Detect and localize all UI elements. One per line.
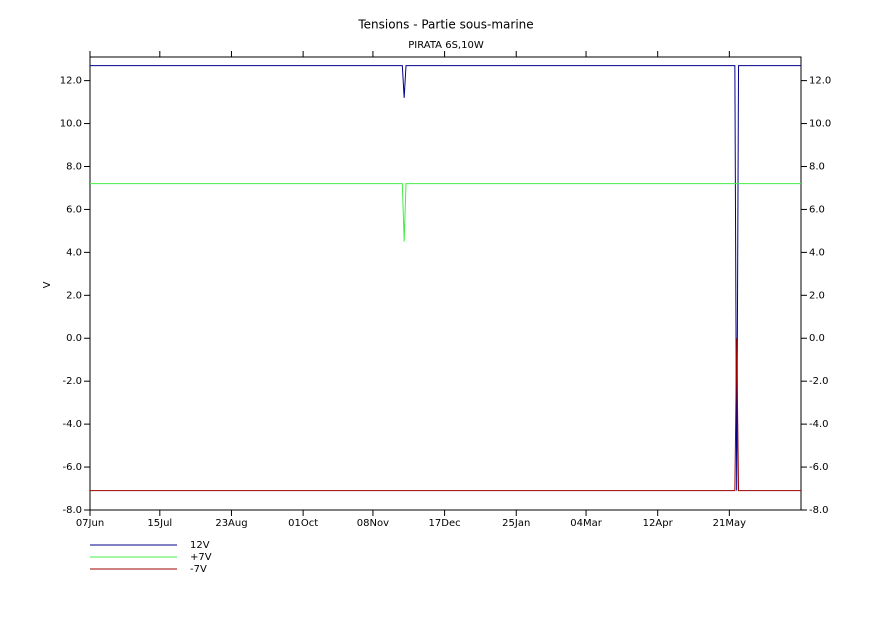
chart-title: Tensions - Partie sous-marine (357, 18, 533, 32)
legend-label: -7V (190, 564, 207, 575)
plot-frame (89, 56, 802, 511)
y-tick-label: 12.0 (60, 76, 82, 87)
y2-tick-label: 8.0 (809, 161, 825, 172)
y-tick-label: -2.0 (62, 376, 82, 387)
x-tick-label: 04Mar (570, 518, 602, 529)
y2-tick-label: 6.0 (809, 204, 825, 215)
x-tick-label: 15Jul (147, 518, 172, 529)
y2-tick-label: 0.0 (809, 333, 825, 344)
y-tick-label: 6.0 (66, 204, 82, 215)
x-tick-label: 23Aug (215, 518, 247, 529)
x-tick-label: 25Jan (502, 518, 530, 529)
x-tick-label: 01Oct (288, 518, 318, 529)
y-tick-label: -8.0 (62, 505, 82, 516)
y2-tick-label: -8.0 (809, 505, 829, 516)
y-tick-label: 2.0 (66, 290, 82, 301)
y-tick-label: 4.0 (66, 247, 82, 258)
y2-tick-label: -4.0 (809, 419, 829, 430)
x-tick-label: 17Dec (429, 518, 461, 529)
legend-label: 12V (190, 540, 210, 551)
series-line (90, 338, 801, 492)
x-tick-label: 12Apr (643, 518, 674, 529)
y-tick-label: 0.0 (66, 333, 82, 344)
x-tick-label: 21May (713, 518, 746, 529)
legend-label: +7V (190, 552, 212, 563)
y2-tick-label: 4.0 (809, 247, 825, 258)
y2-tick-label: 12.0 (809, 76, 831, 87)
y-tick-label: -6.0 (62, 462, 82, 473)
y-axis-label: V (42, 281, 53, 288)
series-line (90, 65, 801, 491)
y-tick-label: -4.0 (62, 419, 82, 430)
y-tick-label: 10.0 (60, 119, 82, 130)
y2-tick-label: 2.0 (809, 290, 825, 301)
y2-tick-label: 10.0 (809, 119, 831, 130)
x-tick-label: 07Jun (76, 518, 104, 529)
y2-tick-label: -6.0 (809, 462, 829, 473)
y-tick-label: 8.0 (66, 161, 82, 172)
chart-subtitle: PIRATA 6S,10W (408, 40, 484, 51)
y2-tick-label: -2.0 (809, 376, 829, 387)
x-tick-label: 08Nov (357, 518, 389, 529)
series-line (90, 183, 801, 242)
